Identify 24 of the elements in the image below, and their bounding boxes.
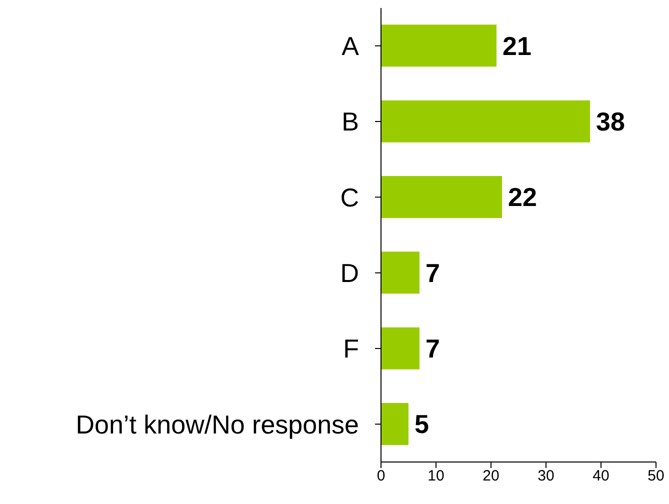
x-tick-label: 50 [648, 468, 664, 485]
x-tick-label: 40 [592, 468, 610, 485]
x-tick-label: 30 [538, 468, 554, 485]
data-label: 7 [426, 258, 440, 288]
bar [381, 100, 590, 142]
y-tick-label: F [343, 334, 359, 364]
bar [381, 252, 420, 294]
y-tick-label: Don’t know/No response [76, 409, 359, 440]
y-tick-label: C [340, 182, 359, 212]
y-tick-label: B [342, 106, 359, 137]
y-tick-label: D [340, 258, 359, 288]
x-tick-label: 20 [482, 468, 500, 485]
y-tick-label: A [342, 31, 360, 62]
bar [381, 176, 502, 218]
data-label: 22 [508, 182, 537, 212]
data-label: 21 [502, 30, 532, 61]
data-label: 38 [596, 106, 625, 137]
bar [381, 327, 420, 370]
x-tick-label: 0 [376, 468, 386, 485]
x-tick-label: 10 [428, 468, 444, 485]
bar [381, 402, 408, 445]
bar [381, 24, 496, 67]
data-label: 5 [414, 409, 429, 440]
data-label: 7 [426, 334, 440, 364]
